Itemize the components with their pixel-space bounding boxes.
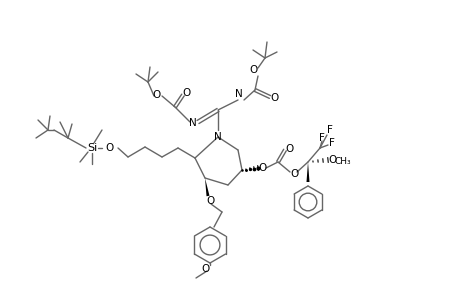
Text: F: F — [319, 133, 324, 143]
Text: O: O — [202, 264, 210, 274]
Text: N: N — [213, 132, 221, 142]
Text: O: O — [249, 65, 257, 75]
Polygon shape — [205, 178, 209, 196]
Text: F: F — [326, 125, 332, 135]
Text: O: O — [285, 144, 293, 154]
Text: O: O — [328, 155, 336, 165]
Text: F: F — [328, 138, 334, 148]
Text: CH₃: CH₃ — [334, 157, 351, 166]
Text: O: O — [270, 93, 279, 103]
Text: N: N — [189, 118, 196, 128]
Text: Si: Si — [87, 143, 97, 153]
Text: O: O — [207, 196, 215, 206]
Text: O: O — [106, 143, 114, 153]
Text: O: O — [152, 90, 161, 100]
Text: O: O — [258, 163, 267, 173]
Text: N: N — [235, 89, 242, 99]
Polygon shape — [306, 162, 309, 182]
Text: O: O — [183, 88, 190, 98]
Text: O: O — [290, 169, 298, 179]
